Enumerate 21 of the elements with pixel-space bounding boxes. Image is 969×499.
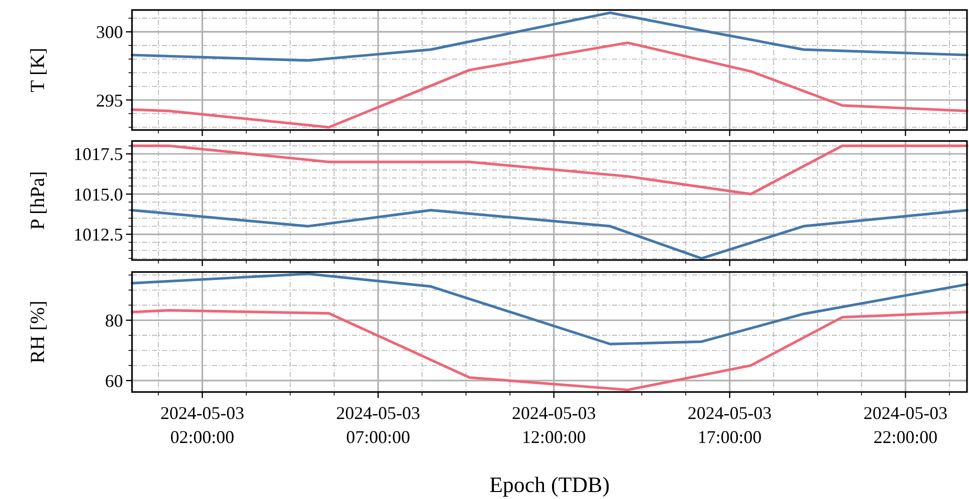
x-axis-title: Epoch (TDB) (489, 472, 610, 497)
y-axis-title: RH [%] (27, 300, 49, 364)
line-series (130, 41, 968, 129)
y-tick-label: 1017.5 (74, 144, 123, 164)
y-tick-label: 80 (105, 310, 123, 331)
y-tick-label: 60 (105, 370, 123, 391)
x-tick-label: 2024-05-03 02:00:00 (160, 403, 244, 447)
x-tick-label: 2024-05-03 22:00:00 (863, 403, 948, 447)
line-series (130, 308, 968, 392)
y-tick-label: 1015.0 (74, 184, 123, 204)
line-series (130, 144, 968, 196)
x-tick-label: 2024-05-03 12:00:00 (512, 403, 596, 447)
line-series (130, 11, 968, 62)
x-tick-label: 2024-05-03 07:00:00 (336, 403, 420, 447)
line-series (130, 272, 968, 346)
x-tick-label: 2024-05-03 17:00:00 (688, 403, 772, 447)
y-axis-title: T [K] (27, 48, 49, 92)
y-tick-label: 1012.5 (74, 224, 123, 245)
y-axis-title: P [hPa] (27, 171, 49, 230)
y-tick-label: 300 (96, 22, 123, 42)
y-tick-label: 295 (96, 90, 123, 110)
